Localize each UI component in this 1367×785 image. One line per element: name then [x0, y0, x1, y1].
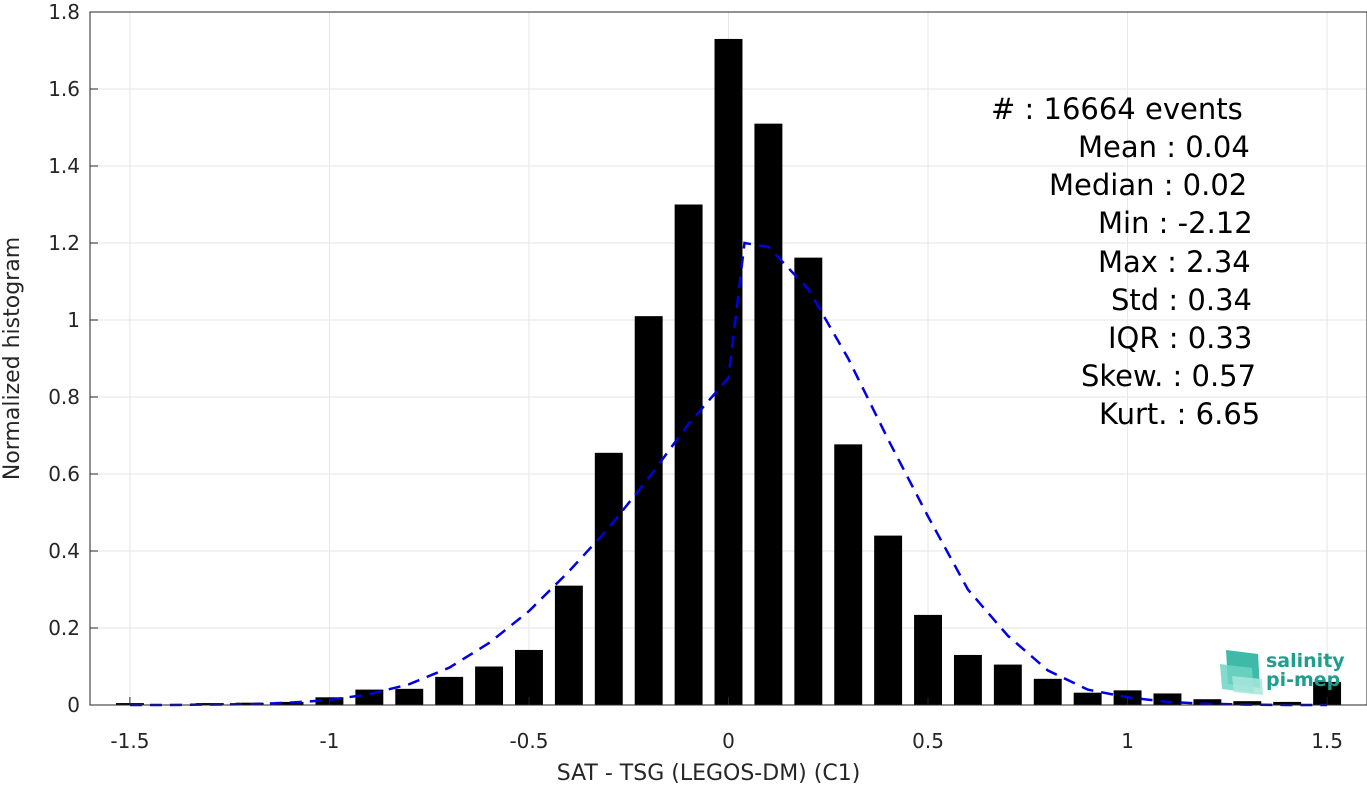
x-tick-label: 0.5 — [912, 729, 944, 753]
y-tick-label: 0 — [67, 693, 80, 717]
x-tick-label: -1 — [319, 729, 339, 753]
histogram-bar — [475, 666, 504, 705]
x-tick-label: -0.5 — [509, 729, 548, 753]
histogram-bar — [714, 38, 743, 705]
histogram-bar — [1153, 693, 1182, 705]
y-tick-label: 0.6 — [48, 462, 80, 486]
stat-events: # : 16664 events — [991, 92, 1243, 126]
histogram-bar — [1273, 701, 1302, 705]
histogram-bar — [594, 452, 623, 705]
histogram-bar — [1313, 681, 1342, 705]
stat-kurt: Kurt. : 6.65 — [1099, 397, 1260, 431]
histogram-bar — [515, 649, 543, 705]
y-tick-label: 1.8 — [48, 0, 80, 24]
stat-min: Min : -2.12 — [1098, 206, 1253, 240]
x-tick-label: 1.5 — [1311, 729, 1343, 753]
histogram-bar — [674, 204, 703, 705]
histogram-bar — [953, 654, 982, 705]
histogram-bar — [1033, 678, 1062, 705]
histogram-bar — [993, 664, 1022, 705]
histogram-bar — [794, 257, 823, 705]
stat-iqr: IQR : 0.33 — [1108, 321, 1252, 355]
y-tick-label: 0.8 — [48, 385, 80, 409]
y-tick-label: 0.4 — [48, 539, 80, 563]
stat-skew: Skew. : 0.57 — [1081, 359, 1256, 393]
histogram-bar — [1193, 699, 1222, 705]
histogram-bar — [435, 676, 464, 705]
histogram-bar — [554, 585, 583, 705]
salinity-pi-mep-logo: salinity pi-mep — [1220, 650, 1345, 695]
y-tick-label: 1.4 — [48, 154, 80, 178]
gaussian-fit-line — [129, 241, 1328, 707]
y-axis-ticks: 0 0.2 0.4 0.6 0.8 1 1.2 1.4 1.6 1.8 — [48, 0, 98, 717]
y-tick-label: 1.6 — [48, 77, 80, 101]
stat-std: Std : 0.34 — [1111, 283, 1252, 317]
x-tick-label: 1 — [1121, 729, 1134, 753]
histogram-bar — [754, 123, 783, 705]
histogram-bar — [914, 614, 942, 705]
x-axis-label: SAT - TSG (LEGOS-DM) (C1) — [557, 761, 861, 785]
stat-mean: Mean : 0.04 — [1078, 130, 1250, 164]
logo-line2: pi-mep — [1266, 669, 1340, 691]
stat-median: Median : 0.02 — [1049, 168, 1247, 202]
statistics-annotation: # : 16664 events Mean : 0.04 Median : 0.… — [991, 92, 1260, 431]
histogram-bar — [275, 701, 304, 705]
y-tick-label: 1.2 — [48, 231, 80, 255]
histogram-bar — [874, 535, 903, 705]
x-tick-label: -1.5 — [110, 729, 149, 753]
y-axis-label: Normalized histogram — [0, 237, 25, 480]
histogram-bar — [235, 702, 264, 705]
x-axis-ticks: -1.5 -1 -0.5 0 0.5 1 1.5 — [110, 697, 1343, 753]
histogram-bar — [1073, 692, 1102, 705]
histogram-bars — [115, 38, 1342, 705]
stat-max: Max : 2.34 — [1098, 245, 1251, 279]
histogram-bar — [1233, 701, 1262, 705]
histogram-bar — [395, 688, 424, 705]
y-tick-label: 1 — [67, 308, 80, 332]
x-tick-label: 0 — [722, 729, 735, 753]
histogram-bar — [634, 316, 663, 705]
logo-line1: salinity — [1266, 650, 1345, 672]
y-tick-label: 0.2 — [48, 616, 80, 640]
histogram-bar — [195, 703, 224, 705]
histogram-bar — [834, 444, 863, 705]
